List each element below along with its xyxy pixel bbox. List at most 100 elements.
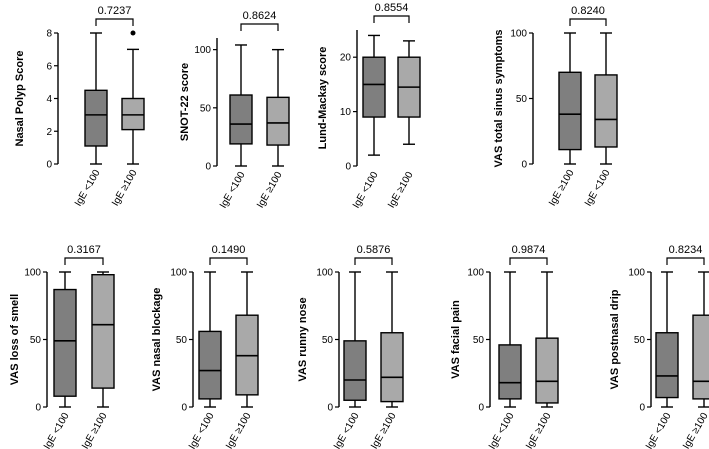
y-tick-label: 50 xyxy=(634,335,646,346)
y-tick-label: 0 xyxy=(205,162,211,173)
y-tick-label: 0 xyxy=(327,403,333,414)
p-value-label: 0.9874 xyxy=(512,244,546,256)
significance-bracket xyxy=(666,257,705,265)
box-iqr xyxy=(343,340,367,401)
box-iqr xyxy=(91,274,115,389)
y-tick-label: 100 xyxy=(316,268,333,279)
y-tick-label: 2 xyxy=(46,127,52,138)
y-tick-label: 20 xyxy=(340,53,352,64)
significance-bracket xyxy=(240,23,279,31)
y-axis-label: VAS total sinus symptoms xyxy=(493,30,505,168)
significance-bracket xyxy=(64,257,104,265)
chart-panel-3: 0 10 20 Lund-Mackay score IgE <100 IgE ≥100 0.… xyxy=(317,2,421,211)
y-axis-label: VAS loss of smell xyxy=(9,294,21,386)
y-tick-label: 50 xyxy=(176,335,188,346)
y-tick-label: 50 xyxy=(322,335,334,346)
significance-bracket xyxy=(569,18,607,26)
category-label: IgE <100 xyxy=(644,411,674,449)
category-label: IgE ≥100 xyxy=(524,411,554,449)
p-value-label: 0.8234 xyxy=(669,244,703,256)
box-iqr xyxy=(121,97,145,131)
category-label: IgE ≥100 xyxy=(80,411,110,449)
y-axis-label: SNOT-22 score xyxy=(179,63,191,141)
y-tick-label: 100 xyxy=(510,29,527,40)
y-tick-label: 0 xyxy=(181,403,187,414)
box-iqr xyxy=(198,330,222,400)
box-iqr xyxy=(229,94,253,145)
significance-bracket xyxy=(209,257,248,265)
significance-bracket xyxy=(354,257,393,265)
category-label: IgE ≥100 xyxy=(224,411,254,449)
box-iqr xyxy=(594,74,618,148)
box-iqr xyxy=(53,288,77,397)
y-tick-label: 100 xyxy=(628,268,645,279)
significance-bracket xyxy=(509,257,548,265)
y-tick-label: 0 xyxy=(46,160,52,171)
y-tick-label: 4 xyxy=(46,94,52,105)
y-axis-label: VAS facial pain xyxy=(450,300,462,379)
y-axis-label: VAS postnasal drip xyxy=(609,289,621,389)
y-tick-label: 50 xyxy=(473,335,485,346)
category-label: IgE ≥100 xyxy=(547,168,577,208)
category-label: IgE ≥100 xyxy=(681,411,709,449)
chart-panel-5: 0 50 100 VAS loss of smell IgE <100 IgE ≥100 0… xyxy=(9,244,115,449)
chart-panel-1: 0 2 4 6 8 Nasal Polyp Score IgE <100 IgE ≥100 0.… xyxy=(14,5,145,209)
box-iqr xyxy=(380,332,404,403)
p-value-label: 0.7237 xyxy=(98,5,132,17)
category-label: IgE <100 xyxy=(583,168,613,209)
category-label: IgE ≥100 xyxy=(255,170,285,210)
y-tick-label: 0 xyxy=(35,403,41,414)
y-axis-label: VAS runny nose xyxy=(297,297,309,381)
box-iqr xyxy=(84,89,108,147)
y-tick-label: 8 xyxy=(46,29,52,40)
category-label: IgE ≥100 xyxy=(110,168,140,208)
category-label: IgE ≥100 xyxy=(369,411,399,449)
box-iqr xyxy=(535,337,559,404)
p-value-label: 0.8624 xyxy=(243,10,277,22)
chart-panel-9: 0 50 100 VAS postnasal drip IgE <100 IgE ≥100… xyxy=(609,244,709,449)
p-value-label: 0.8554 xyxy=(375,2,409,14)
p-value-label: 0.1490 xyxy=(212,244,246,256)
category-label: IgE <100 xyxy=(487,411,517,449)
y-tick-label: 0 xyxy=(521,160,527,171)
category-label: IgE ≥100 xyxy=(386,170,416,210)
significance-bracket xyxy=(95,18,134,26)
y-tick-label: 100 xyxy=(24,268,41,279)
chart-panel-8: 0 50 100 VAS facial pain IgE <100 IgE ≥100 0.9… xyxy=(450,244,559,449)
category-label: IgE <100 xyxy=(351,170,381,211)
y-tick-label: 0 xyxy=(478,403,484,414)
category-label: IgE <100 xyxy=(187,411,217,449)
p-value-label: 0.5876 xyxy=(357,244,391,256)
outlier-point xyxy=(130,30,136,36)
category-label: IgE <100 xyxy=(332,411,362,449)
significance-bracket xyxy=(373,15,410,23)
y-tick-label: 100 xyxy=(194,45,211,56)
box-iqr xyxy=(498,344,522,400)
chart-panel-7: 0 50 100 VAS runny nose IgE <100 IgE ≥100 0.58… xyxy=(297,244,404,449)
box-iqr xyxy=(692,314,709,400)
category-label: IgE <100 xyxy=(42,411,72,449)
p-value-label: 0.8240 xyxy=(571,5,605,17)
y-tick-label: 0 xyxy=(639,403,645,414)
y-axis-label: Nasal Polyp Score xyxy=(14,51,26,147)
box-iqr xyxy=(362,56,386,118)
y-tick-label: 50 xyxy=(516,94,528,105)
y-tick-label: 50 xyxy=(200,103,212,114)
chart-panel-4: 0 50 100 VAS total sinus symptoms IgE ≥100 Ig… xyxy=(493,5,618,209)
y-tick-label: 10 xyxy=(340,107,352,118)
category-label: IgE <100 xyxy=(218,170,248,211)
y-tick-label: 6 xyxy=(46,61,52,72)
p-value-label: 0.3167 xyxy=(67,244,101,256)
box-iqr xyxy=(655,332,679,399)
chart-panel-6: 0 50 100 VAS nasal blockage IgE <100 IgE ≥100… xyxy=(151,244,259,449)
y-tick-label: 50 xyxy=(30,335,42,346)
category-label: IgE <100 xyxy=(73,168,103,209)
y-axis-label: Lund-Mackay score xyxy=(317,47,329,150)
box-iqr xyxy=(266,96,290,146)
box-iqr xyxy=(558,71,582,151)
y-tick-label: 0 xyxy=(345,162,351,173)
y-tick-label: 100 xyxy=(170,268,187,279)
y-axis-label: VAS nasal blockage xyxy=(151,288,163,392)
